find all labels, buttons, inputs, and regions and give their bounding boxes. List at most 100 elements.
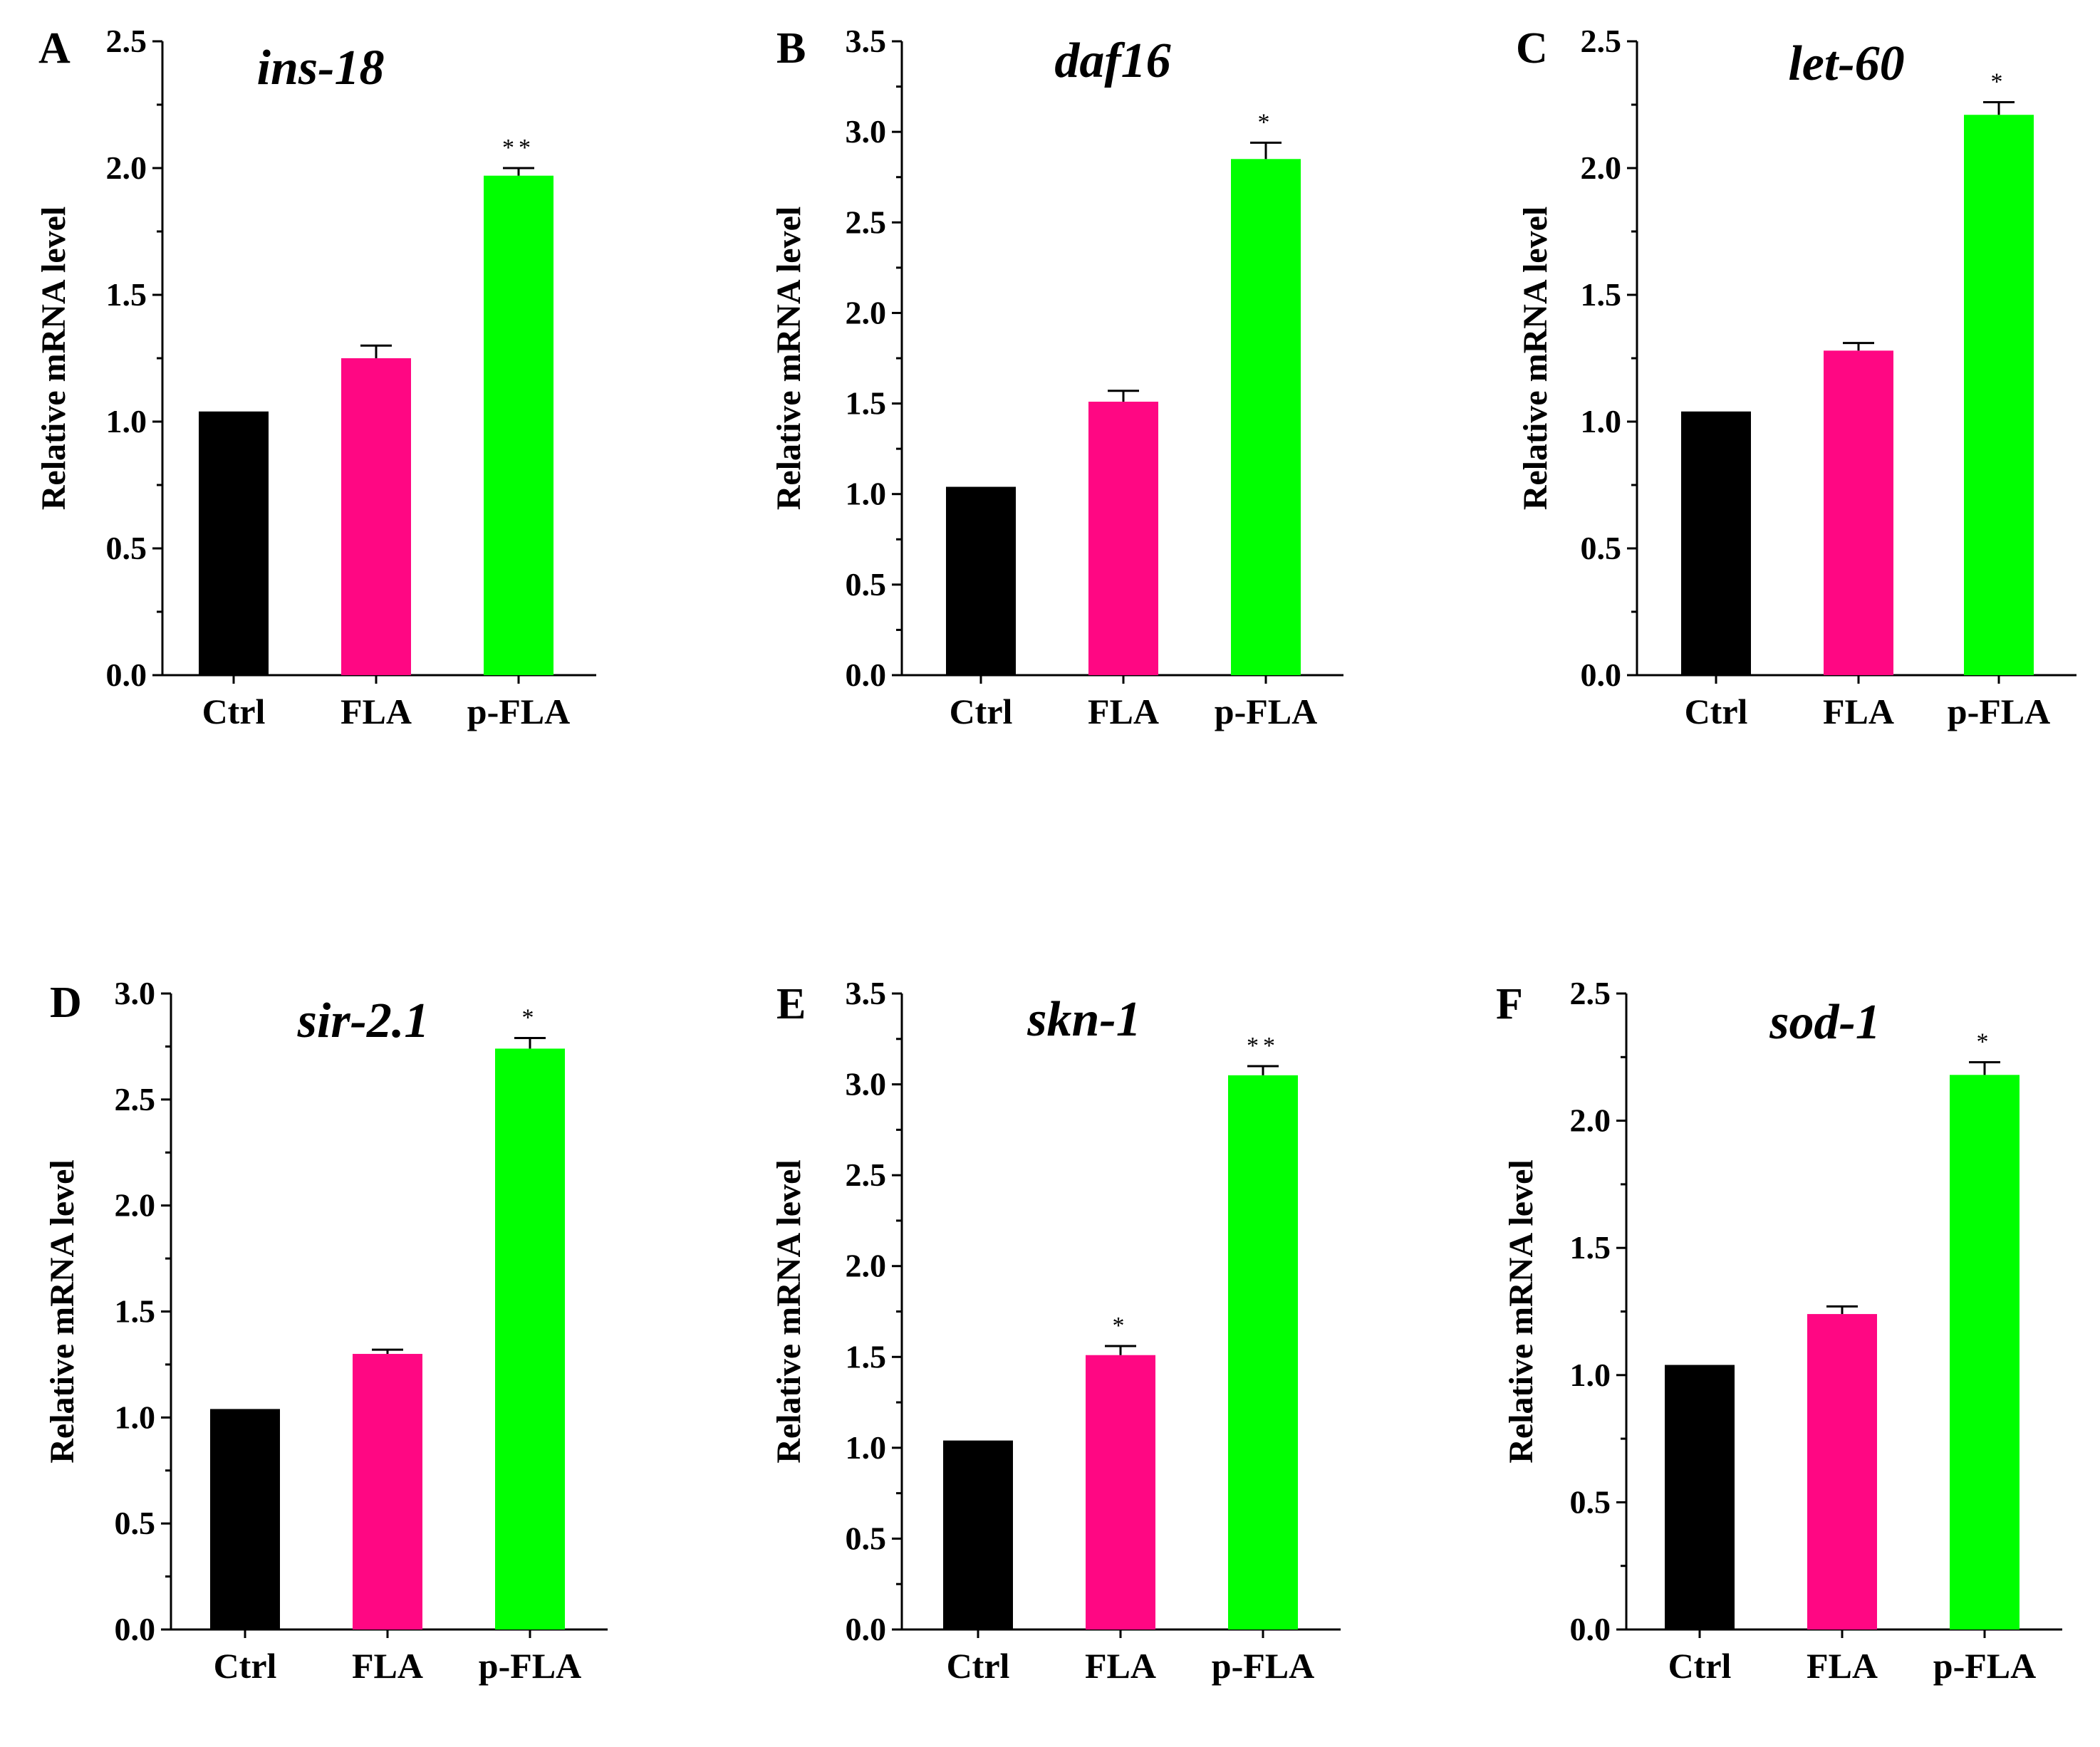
y-axis-title: Relative mRNA level: [770, 207, 808, 511]
y-tick-label: 3.0: [846, 1066, 887, 1102]
y-tick-label: 2.5: [115, 1081, 156, 1117]
panel-letter: D: [50, 979, 82, 1027]
x-category-label: p-FLA: [1933, 1646, 2036, 1686]
x-category-label: FLA: [1085, 1646, 1156, 1686]
panel-letter: B: [776, 24, 806, 73]
y-tick-label: 0.0: [1570, 1611, 1611, 1647]
y-tick-label: 2.0: [115, 1187, 156, 1224]
y-tick-label: 1.5: [1581, 276, 1622, 313]
y-tick-label: 0.5: [846, 1520, 887, 1556]
y-tick-label: 1.0: [115, 1399, 156, 1435]
y-tick-label: 2.0: [1581, 150, 1622, 186]
y-tick-label: 0.0: [1581, 657, 1622, 693]
y-tick-label: 1.0: [846, 476, 887, 512]
significance-label: **: [1247, 1033, 1279, 1059]
significance-label: *: [1258, 109, 1274, 135]
y-tick-label: 0.0: [846, 657, 887, 693]
bar-fla: [1088, 402, 1158, 675]
x-category-label: Ctrl: [214, 1646, 277, 1686]
chart-title: sir-2.1: [297, 994, 430, 1048]
x-category-label: FLA: [1807, 1646, 1878, 1686]
x-category-label: p-FLA: [1948, 692, 2050, 731]
x-category-label: Ctrl: [202, 692, 266, 731]
chart-title: skn-1: [1026, 992, 1140, 1047]
x-category-label: Ctrl: [1668, 1646, 1732, 1686]
x-category-label: FLA: [1823, 692, 1894, 731]
y-axis-title: Relative mRNA level: [1502, 1159, 1540, 1464]
y-tick-label: 0.0: [106, 657, 147, 693]
bar-p-fla: [1228, 1075, 1298, 1629]
y-tick-label: 2.0: [106, 150, 147, 186]
y-tick-label: 1.5: [846, 1338, 887, 1375]
bar-fla: [341, 358, 411, 675]
y-tick-label: 1.0: [846, 1429, 887, 1466]
y-tick-label: 3.0: [115, 975, 156, 1011]
significance-label: *: [1113, 1313, 1129, 1339]
y-tick-label: 3.5: [846, 975, 887, 1011]
significance-label: **: [502, 135, 535, 161]
bar-ctrl: [943, 1440, 1013, 1629]
bar-p-fla: [484, 175, 553, 675]
y-tick-label: 0.5: [106, 530, 147, 566]
y-tick-label: 2.0: [1570, 1102, 1611, 1139]
bar-fla: [353, 1354, 422, 1629]
y-axis-title: Relative mRNA level: [43, 1159, 81, 1464]
bar-p-fla: [1950, 1075, 2020, 1629]
chart-title: ins-18: [257, 41, 385, 95]
y-tick-label: 3.5: [846, 23, 887, 59]
y-axis-title: Relative mRNA level: [770, 1159, 808, 1464]
y-tick-label: 2.5: [1570, 975, 1611, 1011]
y-tick-label: 2.5: [846, 204, 887, 240]
y-tick-label: 1.5: [106, 276, 147, 313]
panel-letter: E: [776, 980, 806, 1028]
y-tick-label: 1.0: [1570, 1357, 1611, 1393]
x-category-label: Ctrl: [947, 1646, 1010, 1686]
significance-label: *: [1991, 68, 2007, 95]
bar-p-fla: [1964, 115, 2034, 676]
x-category-label: p-FLA: [467, 692, 570, 731]
y-tick-label: 0.0: [115, 1611, 156, 1647]
chart-title: let-60: [1788, 36, 1904, 91]
bar-ctrl: [199, 411, 269, 675]
y-tick-label: 0.0: [846, 1611, 887, 1647]
y-axis-title: Relative mRNA level: [1517, 207, 1554, 511]
bar-ctrl: [1681, 411, 1751, 675]
bar-fla: [1824, 350, 1893, 675]
x-category-label: p-FLA: [1212, 1646, 1314, 1686]
bar-fla: [1086, 1355, 1155, 1629]
y-tick-label: 1.0: [106, 403, 147, 439]
y-tick-label: 2.5: [1581, 23, 1622, 59]
y-tick-label: 1.0: [1581, 403, 1622, 439]
y-tick-label: 2.5: [846, 1157, 887, 1193]
bar-ctrl: [946, 486, 1016, 675]
y-tick-label: 1.5: [115, 1293, 156, 1330]
y-tick-label: 0.5: [115, 1505, 156, 1541]
bar-ctrl: [1665, 1365, 1735, 1629]
chart-title: daf16: [1054, 33, 1170, 88]
x-category-label: FLA: [1088, 692, 1159, 731]
panel-letter: F: [1496, 980, 1523, 1028]
y-tick-label: 2.5: [106, 23, 147, 59]
significance-label: *: [1977, 1028, 1993, 1055]
y-tick-label: 3.0: [846, 113, 887, 150]
x-category-label: p-FLA: [479, 1646, 581, 1686]
y-tick-label: 2.0: [846, 1248, 887, 1284]
y-tick-label: 1.5: [846, 385, 887, 422]
x-category-label: p-FLA: [1215, 692, 1317, 731]
panel-letter: A: [38, 24, 71, 73]
significance-label: *: [522, 1005, 539, 1031]
x-category-label: FLA: [352, 1646, 423, 1686]
chart-title: sod-1: [1769, 995, 1881, 1050]
y-tick-label: 2.0: [846, 294, 887, 330]
x-category-label: Ctrl: [1685, 692, 1748, 731]
y-tick-label: 0.5: [846, 566, 887, 603]
y-tick-label: 1.5: [1570, 1229, 1611, 1266]
y-axis-title: Relative mRNA level: [35, 207, 73, 511]
